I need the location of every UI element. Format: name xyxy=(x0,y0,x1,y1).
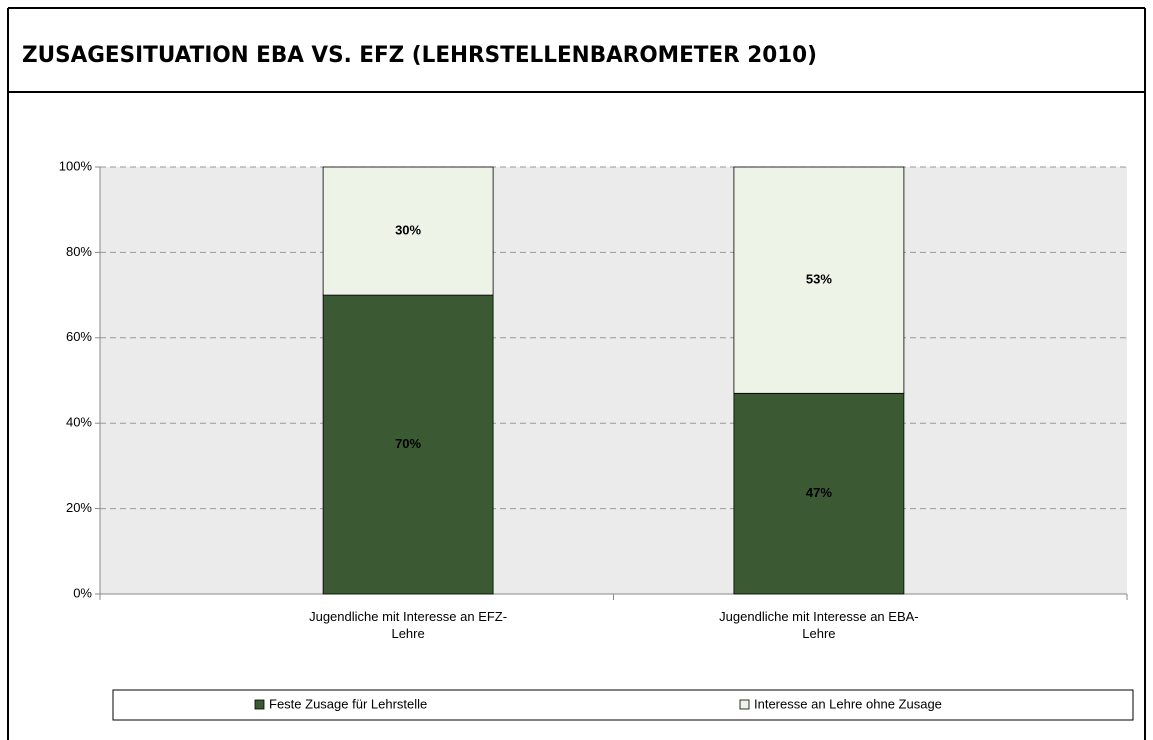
x-tick-label: Jugendliche mit Interesse an EFZ-Lehre xyxy=(309,609,508,641)
y-tick-label: 20% xyxy=(66,500,92,515)
y-tick-label: 60% xyxy=(66,329,92,344)
legend-box xyxy=(112,689,1134,721)
legend-swatch xyxy=(254,699,265,710)
bar-segment xyxy=(322,166,494,296)
y-tick-label: 80% xyxy=(66,244,92,259)
data-label: 53% xyxy=(806,272,832,287)
legend-label: Interesse an Lehre ohne Zusage xyxy=(754,696,942,711)
legend-swatch xyxy=(739,699,750,710)
y-tick-label: 0% xyxy=(73,585,92,600)
data-label: 47% xyxy=(806,485,832,500)
data-label: 70% xyxy=(395,436,421,451)
legend-label: Feste Zusage für Lehrstelle xyxy=(269,696,427,711)
plot-area xyxy=(100,167,1127,594)
y-tick-label: 100% xyxy=(59,158,93,173)
bar-segment xyxy=(322,294,494,595)
bar-segment xyxy=(733,166,905,394)
data-label: 30% xyxy=(395,222,421,237)
bar-segment xyxy=(733,392,905,595)
chart-title: ZUSAGESITUATION EBA VS. EFZ (LEHRSTELLEN… xyxy=(22,43,817,68)
y-tick-label: 40% xyxy=(66,415,92,430)
x-tick-label: Jugendliche mit Interesse an EBA-Lehre xyxy=(719,609,919,641)
